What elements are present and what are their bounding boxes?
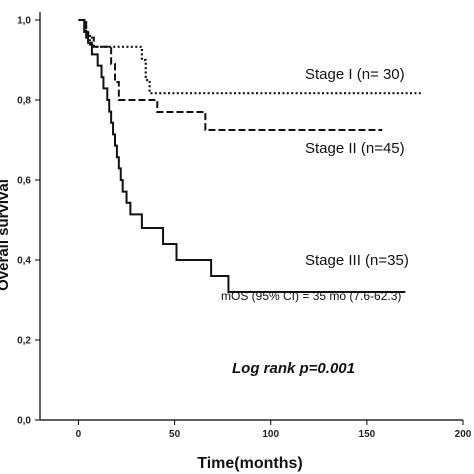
legend-stage-1: Stage I (n= 30) [305,66,405,83]
y-tick-label: 0,6 [17,176,31,187]
y-axis-label: Overall survival [0,179,12,291]
y-tick-label: 0,0 [17,416,31,427]
y-tick-label: 1,0 [17,16,31,27]
x-tick-label: 200 [455,429,472,440]
tick-labels: 0,0 0,2 0,4 0,6 0,8 1,0 0 50 100 150 200 [17,16,472,441]
axes [39,12,463,421]
text-labels: Overall survival Time(months) Stage I (n… [0,66,409,472]
legend-stage-2: Stage II (n=45) [305,140,405,157]
y-tick-label: 0,8 [17,96,31,107]
y-tick-label: 0,4 [17,256,31,267]
y-tick-label: 0,2 [17,336,31,347]
log-rank-annotation: Log rank p=0.001 [232,360,355,377]
tick-marks [35,19,464,425]
legend-stage-3: Stage III (n=35) [305,252,409,269]
series-line-stage-3 [78,19,406,293]
series-line-stage-2 [78,19,383,131]
x-axis-label: Time(months) [197,455,302,472]
x-tick-label: 50 [169,429,181,440]
survival-curves [78,18,421,293]
mos-annotation: mOS (95% CI) = 35 mo (7.6-62.3) [221,289,401,303]
x-tick-label: 150 [359,429,376,440]
x-tick-label: 0 [76,429,82,440]
x-tick-label: 100 [262,429,279,440]
